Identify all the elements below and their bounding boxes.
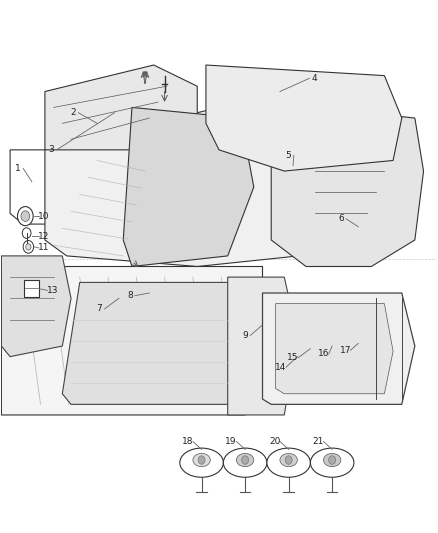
Text: 20: 20	[269, 437, 280, 446]
Text: 14: 14	[275, 363, 286, 372]
Polygon shape	[276, 304, 393, 394]
Polygon shape	[206, 65, 402, 171]
FancyBboxPatch shape	[25, 280, 39, 297]
Text: 16: 16	[318, 350, 329, 359]
Circle shape	[285, 456, 292, 464]
Polygon shape	[271, 108, 424, 266]
Polygon shape	[10, 150, 97, 224]
Polygon shape	[1, 266, 262, 415]
Circle shape	[23, 240, 34, 253]
Ellipse shape	[180, 448, 223, 477]
Polygon shape	[1, 256, 71, 357]
Circle shape	[21, 211, 30, 221]
Text: 11: 11	[38, 244, 50, 253]
Polygon shape	[228, 277, 297, 415]
Text: 6: 6	[338, 214, 344, 223]
Polygon shape	[62, 282, 254, 405]
Text: 1: 1	[15, 164, 21, 173]
Ellipse shape	[237, 454, 254, 467]
Circle shape	[242, 456, 249, 464]
Polygon shape	[45, 108, 393, 266]
Circle shape	[22, 228, 31, 238]
Circle shape	[18, 207, 33, 225]
Ellipse shape	[311, 448, 354, 477]
Text: 3: 3	[49, 146, 54, 155]
Text: 19: 19	[226, 437, 237, 446]
Text: 21: 21	[313, 437, 324, 446]
Ellipse shape	[223, 448, 267, 477]
Circle shape	[328, 456, 336, 464]
Text: 4: 4	[312, 74, 318, 83]
Circle shape	[26, 244, 31, 250]
Ellipse shape	[323, 454, 341, 467]
Polygon shape	[45, 65, 197, 150]
Text: 15: 15	[287, 353, 299, 362]
Text: 5: 5	[286, 151, 292, 160]
Text: 17: 17	[339, 346, 351, 355]
Polygon shape	[123, 108, 254, 266]
Circle shape	[198, 456, 205, 464]
Text: 18: 18	[182, 437, 194, 446]
Ellipse shape	[280, 454, 297, 467]
Text: 13: 13	[47, 286, 59, 295]
Ellipse shape	[193, 454, 210, 467]
Text: 12: 12	[39, 232, 50, 241]
Text: 7: 7	[96, 304, 102, 313]
Text: 8: 8	[127, 291, 133, 300]
Text: 2: 2	[71, 108, 76, 117]
Text: 10: 10	[38, 212, 50, 221]
Ellipse shape	[267, 448, 311, 477]
Polygon shape	[262, 293, 415, 405]
Text: 9: 9	[242, 331, 248, 340]
